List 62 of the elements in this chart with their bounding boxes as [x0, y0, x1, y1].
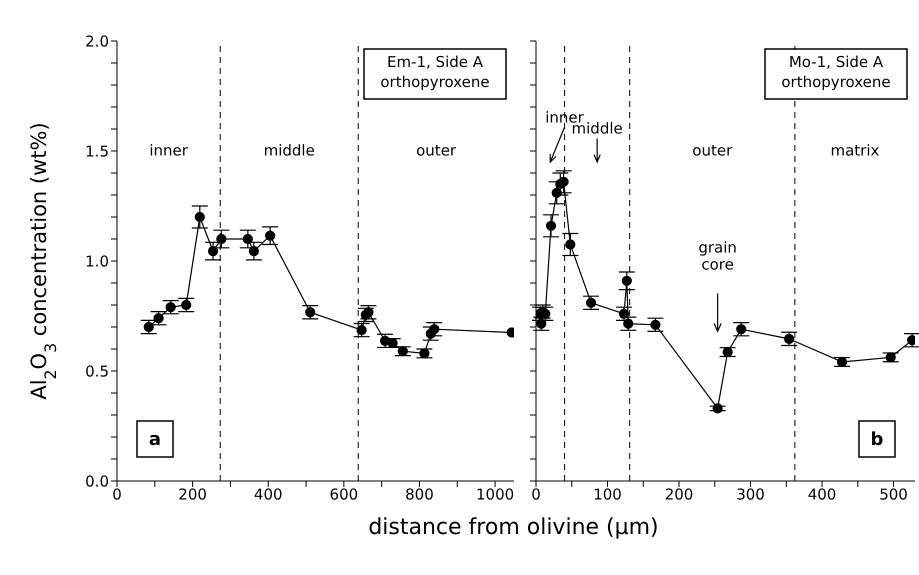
x-tick-label: 0	[112, 486, 122, 504]
point	[618, 308, 630, 319]
point	[166, 302, 176, 312]
point	[305, 307, 316, 318]
annotation: b	[870, 429, 884, 450]
point	[586, 298, 596, 308]
point	[153, 313, 164, 324]
x-tick-label: 400	[808, 486, 836, 504]
point	[265, 230, 276, 241]
point	[194, 212, 205, 222]
y-tick-label: 1.0	[85, 252, 109, 270]
point	[622, 276, 632, 286]
point	[181, 300, 192, 310]
x-tick-label: 200	[664, 486, 694, 504]
x-tick-label: 500	[879, 486, 908, 504]
point	[388, 338, 398, 348]
point	[356, 324, 367, 336]
point	[552, 188, 562, 198]
annotation: orthopyroxene	[781, 73, 891, 91]
point	[419, 348, 430, 358]
point	[650, 320, 661, 330]
point	[558, 176, 569, 187]
point	[208, 246, 218, 256]
point	[242, 234, 253, 244]
x-tick-label: 600	[330, 486, 358, 504]
annotation: a	[148, 429, 162, 450]
point	[398, 346, 408, 356]
annotation: Mo-1, Side A	[788, 53, 884, 71]
x-axis-title: distance from olivine (μm)	[367, 515, 660, 540]
point	[712, 403, 723, 414]
x-tick-label: 400	[254, 486, 283, 504]
annotation: grain core	[698, 238, 737, 274]
x-tick-label: 300	[736, 486, 765, 504]
annotation: outer	[692, 141, 734, 160]
x-tick-label: 1000	[476, 486, 514, 504]
x-tick-label: 800	[405, 486, 434, 504]
point	[546, 220, 556, 231]
y-tick-label: 0.5	[85, 362, 109, 380]
point	[363, 307, 374, 318]
point	[623, 318, 634, 329]
y-tick-label: 2.0	[85, 32, 109, 50]
x-tick-label: 100	[593, 486, 622, 504]
point	[836, 356, 848, 368]
y-tick-label: 1.5	[85, 142, 109, 160]
point	[886, 352, 896, 362]
annotation: inner	[149, 141, 189, 160]
point	[784, 334, 794, 344]
annotation: Em-1, Side A	[386, 53, 484, 71]
point	[565, 239, 576, 250]
x-tick-label: 0	[531, 486, 541, 504]
annotation: middle	[264, 141, 315, 160]
point	[248, 246, 259, 256]
y-tick-label: 0.0	[85, 472, 109, 490]
point	[144, 322, 154, 332]
point	[722, 346, 733, 358]
annotation: matrix	[830, 141, 880, 160]
annotation: orthopyroxene	[380, 73, 490, 91]
annotation: outer	[416, 141, 457, 160]
point	[429, 324, 440, 334]
x-tick-label: 200	[178, 486, 207, 504]
point	[216, 234, 226, 244]
point	[736, 324, 746, 334]
